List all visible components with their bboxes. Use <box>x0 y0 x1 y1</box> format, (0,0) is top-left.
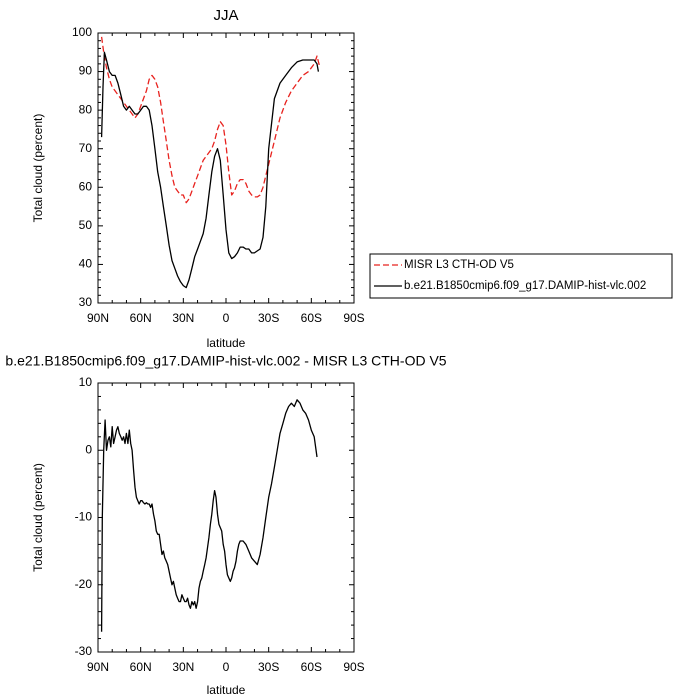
y-tick-label: 50 <box>79 218 93 232</box>
series-line-1 <box>100 51 320 289</box>
x-tick-label: 60N <box>130 660 152 674</box>
series-line-0 <box>100 399 318 632</box>
x-tick-label: 90N <box>87 311 109 325</box>
x-tick-label: 30N <box>172 660 194 674</box>
x-tick-label: 60S <box>301 660 322 674</box>
x-tick-label: 30S <box>258 660 279 674</box>
x-tick-label: 0 <box>223 660 230 674</box>
x-tick-label: 90N <box>87 660 109 674</box>
y-tick-label: 40 <box>79 257 93 271</box>
bottom-panel-difference: b.e21.B1850cmip6.f09_g17.DAMIP-hist-vlc.… <box>5 353 446 697</box>
x-tick-label: 0 <box>223 311 230 325</box>
plot-frame <box>97 382 355 653</box>
legend-box <box>369 253 673 299</box>
x-tick-label: 90S <box>343 311 364 325</box>
y-tick-label: -20 <box>75 577 93 591</box>
y-tick-label: 0 <box>85 442 92 456</box>
x-tick-label: 60N <box>130 311 152 325</box>
chart-title: JJA <box>213 7 238 24</box>
x-axis-label: latitude <box>207 336 246 350</box>
legend-entry-1: b.e21.B1850cmip6.f09_g17.DAMIP-hist-vlc.… <box>404 280 646 292</box>
x-tick-label: 60S <box>301 311 322 325</box>
x-tick-label: 90S <box>343 660 364 674</box>
y-tick-label: -30 <box>75 644 93 658</box>
chart-title: b.e21.B1850cmip6.f09_g17.DAMIP-hist-vlc.… <box>5 353 446 369</box>
top-panel-jja: JJA 90N 60N 30N 0 30S 60S 90S 30 40 50 60 70 80 90 100 l… <box>31 7 365 350</box>
y-tick-label: 30 <box>79 295 93 309</box>
y-tick-label: 70 <box>79 141 93 155</box>
plot-frame <box>97 32 355 304</box>
y-tick-label: 100 <box>72 25 92 39</box>
y-tick-label: -10 <box>75 510 93 524</box>
y-tick-label: 10 <box>79 375 93 389</box>
y-axis-label: Total cloud (percent) <box>31 463 45 572</box>
y-tick-label: 90 <box>79 64 93 78</box>
legend: MISR L3 CTH-OD V5 b.e21.B1850cmip6.f09_g1… <box>369 253 673 299</box>
y-axis-label: Total cloud (percent) <box>31 114 45 223</box>
series-line-0 <box>100 36 321 204</box>
x-tick-label: 30N <box>172 311 194 325</box>
y-tick-label: 80 <box>79 102 93 116</box>
legend-entry-0: MISR L3 CTH-OD V5 <box>404 259 514 271</box>
x-tick-label: 30S <box>258 311 279 325</box>
y-tick-label: 60 <box>79 179 93 193</box>
x-axis-label: latitude <box>207 683 246 697</box>
